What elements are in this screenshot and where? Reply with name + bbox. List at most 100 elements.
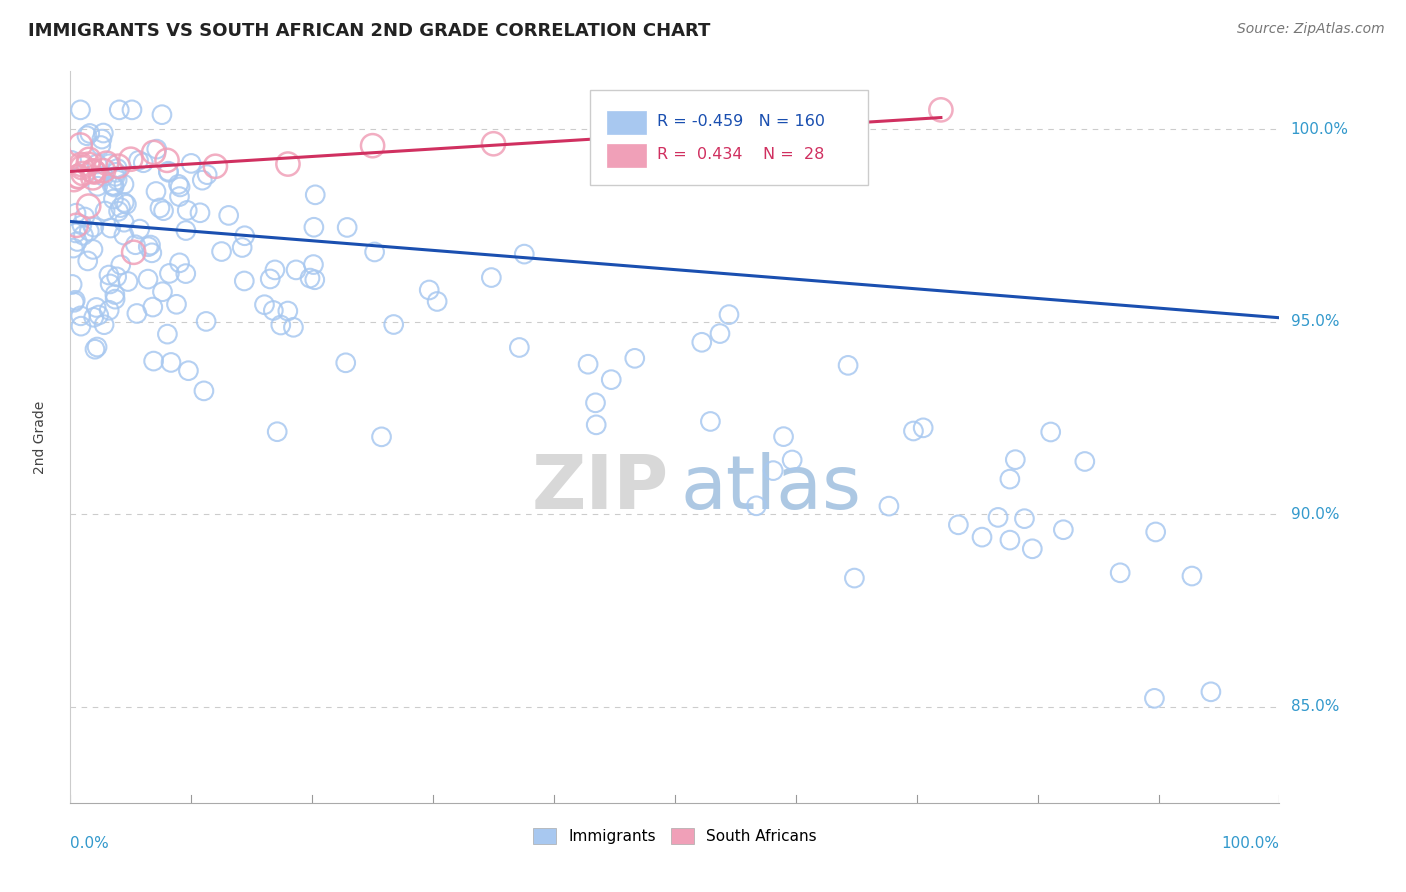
Point [93, 126, 115, 140]
Point [218, 209, 240, 223]
Point [112, 215, 135, 229]
Point [987, 510, 1010, 524]
Point [87, 308, 110, 322]
Point [304, 273, 326, 287]
Point [86, 157, 108, 171]
Point [231, 240, 253, 254]
Point [382, 318, 405, 332]
Point [152, 285, 174, 299]
Point [174, 223, 197, 237]
Point [110, 201, 132, 215]
Legend: Immigrants, South Africans: Immigrants, South Africans [527, 822, 823, 850]
Text: 90.0%: 90.0% [1291, 507, 1339, 522]
Point [115, 197, 138, 211]
Point [970, 530, 993, 544]
Point [103, 192, 125, 206]
Point [903, 424, 925, 438]
Point [253, 298, 276, 312]
Point [105, 173, 128, 187]
Point [174, 267, 197, 281]
Point [105, 165, 128, 179]
Point [110, 258, 132, 272]
Point [97, 268, 120, 282]
Point [177, 364, 200, 378]
Point [513, 247, 536, 261]
Point [1181, 569, 1204, 583]
Point [112, 178, 135, 192]
Point [66, 169, 89, 184]
Point [104, 169, 127, 184]
Point [166, 297, 188, 311]
Point [139, 238, 162, 252]
Point [585, 396, 607, 410]
Point [72, 228, 94, 243]
Text: 0.0%: 0.0% [70, 836, 110, 851]
Point [998, 533, 1021, 548]
Point [929, 103, 952, 117]
Point [94, 204, 117, 219]
Text: Source: ZipAtlas.com: Source: ZipAtlas.com [1237, 22, 1385, 37]
Point [157, 267, 180, 281]
Point [136, 240, 159, 254]
Point [98, 277, 121, 291]
Text: R =  0.434    N =  28: R = 0.434 N = 28 [657, 146, 824, 161]
Point [623, 351, 645, 366]
Point [70, 218, 93, 232]
Point [65, 206, 87, 220]
Point [145, 185, 167, 199]
Point [211, 244, 233, 259]
Point [193, 384, 215, 398]
Point [70, 319, 93, 334]
Point [142, 145, 165, 160]
Point [479, 270, 502, 285]
Point [717, 308, 740, 322]
Point [120, 153, 142, 167]
Point [93, 318, 115, 332]
Point [266, 425, 288, 439]
Point [77, 199, 100, 213]
Point [912, 421, 935, 435]
Point [76, 128, 98, 143]
Text: R = -0.459   N = 160: R = -0.459 N = 160 [657, 113, 825, 128]
Point [103, 180, 125, 194]
Point [600, 373, 623, 387]
Point [188, 206, 211, 220]
Point [157, 165, 180, 179]
Point [998, 472, 1021, 486]
FancyBboxPatch shape [607, 111, 645, 135]
Point [283, 320, 305, 334]
Point [83, 310, 105, 325]
Point [66, 235, 89, 249]
Point [877, 499, 900, 513]
Point [195, 314, 218, 328]
Point [141, 245, 163, 260]
Point [1109, 566, 1132, 580]
Point [302, 258, 325, 272]
FancyBboxPatch shape [607, 144, 645, 167]
Point [98, 303, 121, 318]
Point [270, 318, 292, 332]
Point [70, 161, 93, 175]
Point [67, 169, 90, 184]
Point [93, 163, 115, 178]
Point [83, 220, 105, 235]
Point [112, 228, 135, 243]
Point [169, 189, 191, 203]
Point [762, 464, 785, 478]
Point [336, 220, 359, 235]
Text: 2nd Grade: 2nd Grade [34, 401, 46, 474]
Text: atlas: atlas [681, 451, 862, 524]
Point [1199, 685, 1222, 699]
Point [90, 132, 112, 146]
Text: 85.0%: 85.0% [1291, 699, 1339, 714]
Text: 100.0%: 100.0% [1222, 836, 1279, 851]
Point [948, 517, 970, 532]
Point [60, 277, 83, 292]
Point [86, 340, 108, 354]
Point [122, 245, 145, 260]
Point [585, 417, 607, 432]
Point [157, 164, 180, 178]
Point [73, 210, 96, 224]
Point [745, 499, 768, 513]
Point [1021, 541, 1043, 556]
